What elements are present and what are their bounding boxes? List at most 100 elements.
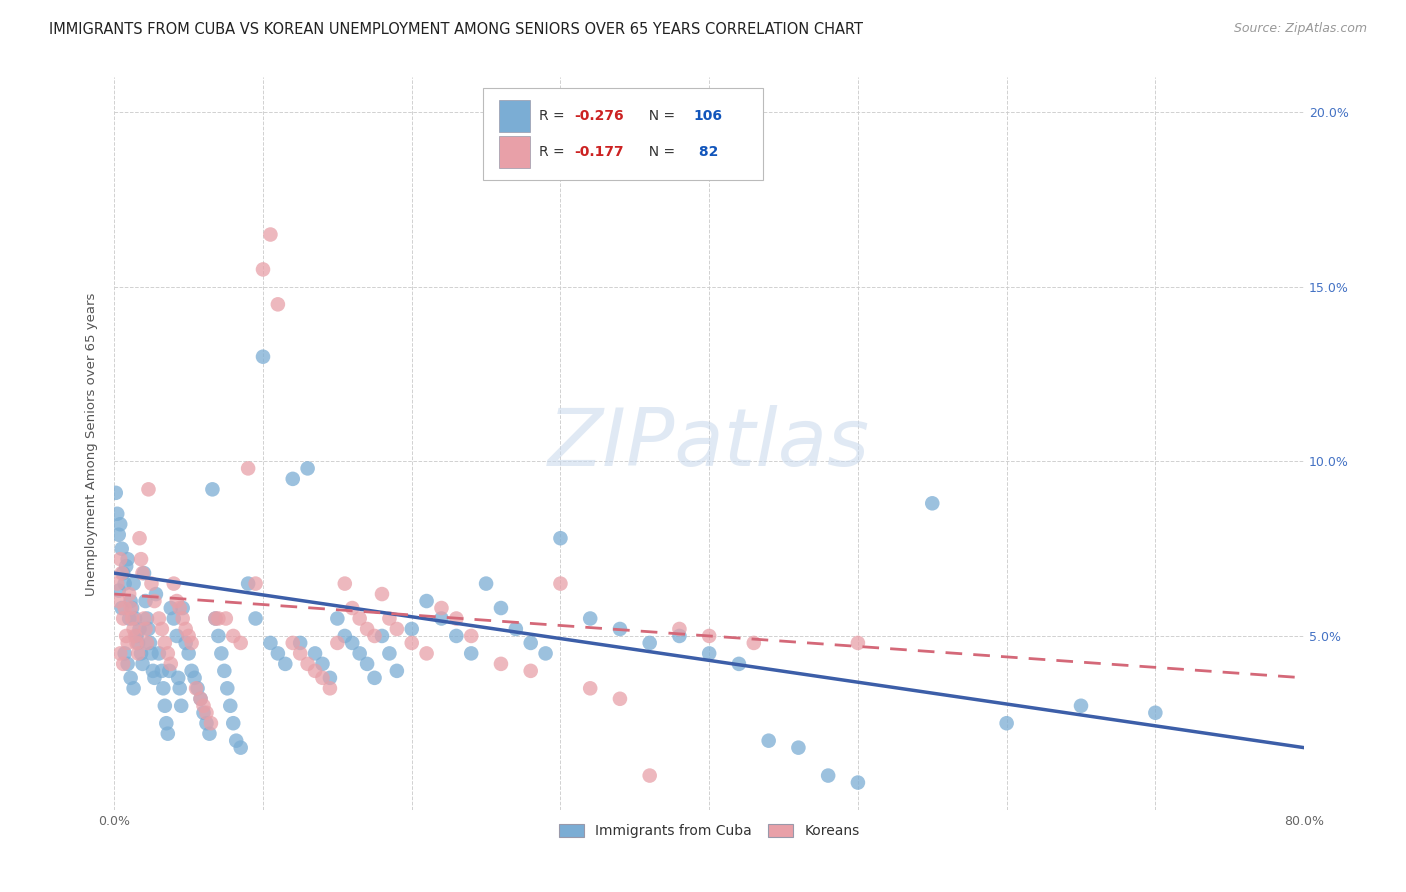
Point (475, 576, 498, 591)
Point (187, 681, 209, 696)
Point (217, 681, 239, 696)
Point (252, 350, 274, 364)
Point (245, 611, 267, 625)
Point (609, 622, 631, 636)
Text: N =: N = (640, 110, 679, 123)
Point (114, 576, 136, 591)
Point (259, 636, 281, 650)
Point (609, 691, 631, 706)
Point (125, 636, 148, 650)
Point (120, 594, 142, 608)
Point (787, 740, 810, 755)
Point (193, 698, 215, 713)
Point (112, 566, 135, 581)
Point (430, 601, 453, 615)
Point (356, 657, 378, 671)
Point (143, 594, 166, 608)
Point (159, 657, 181, 671)
Point (127, 647, 149, 661)
Point (131, 566, 153, 581)
Point (204, 611, 226, 625)
Point (378, 611, 401, 625)
Point (177, 629, 200, 643)
Point (138, 622, 160, 636)
Point (333, 576, 356, 591)
Point (195, 716, 218, 731)
Point (222, 629, 245, 643)
Point (252, 262, 274, 277)
Text: IMMIGRANTS FROM CUBA VS KOREAN UNEMPLOYMENT AMONG SENIORS OVER 65 YEARS CORRELAT: IMMIGRANTS FROM CUBA VS KOREAN UNEMPLOYM… (49, 22, 863, 37)
Point (519, 664, 541, 678)
Point (111, 541, 134, 556)
Point (401, 636, 423, 650)
Point (167, 671, 190, 685)
Point (104, 486, 127, 500)
FancyBboxPatch shape (499, 100, 530, 132)
Point (363, 671, 385, 685)
Point (112, 611, 135, 625)
Point (131, 657, 153, 671)
Point (118, 611, 141, 625)
Point (150, 664, 173, 678)
FancyBboxPatch shape (484, 88, 762, 180)
Point (153, 698, 176, 713)
Point (209, 647, 232, 661)
Point (114, 601, 136, 615)
Point (124, 629, 146, 643)
Point (156, 647, 179, 661)
Point (430, 611, 453, 625)
Point (214, 664, 236, 678)
Text: Source: ZipAtlas.com: Source: ZipAtlas.com (1233, 22, 1367, 36)
Point (356, 622, 378, 636)
Point (326, 611, 349, 625)
Point (579, 611, 602, 625)
Point (138, 483, 160, 497)
Point (136, 636, 159, 650)
Point (145, 587, 167, 601)
Point (697, 647, 720, 661)
Point (169, 601, 191, 615)
Point (152, 681, 174, 696)
Point (110, 517, 132, 532)
Point (117, 552, 139, 566)
Point (121, 601, 143, 615)
Point (141, 647, 163, 661)
Point (128, 622, 150, 636)
Y-axis label: Unemployment Among Seniors over 65 years: Unemployment Among Seniors over 65 years (86, 293, 98, 596)
Point (378, 647, 401, 661)
Point (111, 601, 134, 615)
Point (122, 622, 145, 636)
Point (118, 587, 141, 601)
Point (193, 706, 215, 720)
FancyBboxPatch shape (499, 136, 530, 169)
Point (638, 636, 661, 650)
Point (169, 681, 191, 696)
Point (288, 647, 311, 661)
Point (259, 227, 281, 242)
Point (921, 496, 943, 510)
Point (132, 611, 155, 625)
Point (222, 716, 245, 731)
Point (311, 671, 333, 685)
Text: 82: 82 (693, 145, 718, 159)
Point (758, 733, 780, 747)
Point (148, 647, 170, 661)
Point (110, 552, 132, 566)
Point (342, 601, 364, 615)
Point (159, 601, 181, 615)
Point (139, 636, 162, 650)
Point (489, 657, 512, 671)
Point (141, 576, 163, 591)
Point (134, 622, 156, 636)
Point (236, 461, 259, 475)
Point (115, 559, 138, 574)
Point (148, 611, 170, 625)
Point (489, 601, 512, 615)
Point (1144, 706, 1167, 720)
Point (349, 611, 371, 625)
Point (219, 698, 242, 713)
Point (110, 647, 132, 661)
Point (129, 552, 152, 566)
Point (638, 768, 661, 782)
Point (415, 594, 437, 608)
